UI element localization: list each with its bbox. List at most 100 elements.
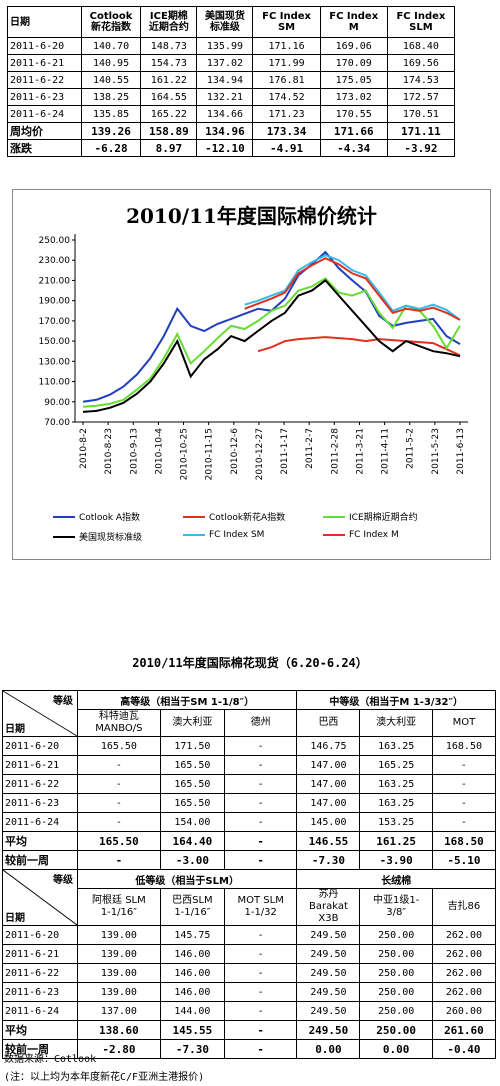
value-cell: - [223, 793, 298, 813]
value-cell: 158.89 [140, 122, 198, 140]
date-cell: 2011-6-21 [7, 54, 82, 72]
value-cell: 168.40 [386, 37, 456, 55]
y-tick-label: 150.00 [39, 337, 71, 347]
column-header: 苏丹 Barakat X3B [296, 888, 361, 926]
value-cell: 174.53 [386, 71, 456, 89]
x-tick-label: 2011-5-2 [406, 428, 416, 469]
value-cell: 176.81 [252, 71, 321, 89]
price-chart: 2010/11年度国际棉价统计 70.00 90.00 110.00 130.00 15… [12, 189, 491, 560]
value-cell: -4.91 [252, 139, 321, 157]
value-cell: - [223, 925, 298, 945]
legend-swatch [53, 535, 75, 538]
corner-date-label: 日期 [5, 724, 25, 735]
value-cell: 168.50 [431, 831, 497, 851]
y-tick-label: 250.00 [39, 236, 71, 246]
x-tick-label: 2010-10-4 [154, 428, 164, 475]
value-cell: 146.00 [159, 944, 226, 964]
value-cell: 8.97 [140, 139, 198, 157]
column-header: Cotlook 新花指数 [80, 6, 142, 38]
legend-swatch [183, 515, 205, 518]
x-tick-label: 2011-1-17 [280, 428, 290, 475]
date-cell: 2011-6-22 [2, 963, 78, 983]
value-cell: 138.60 [77, 1020, 161, 1040]
value-cell: 171.11 [386, 122, 456, 140]
column-header: MOT [431, 709, 497, 737]
chart-plot: 70.00 90.00 110.00 130.00 150.00 170.00 190.00… [39, 234, 468, 480]
value-cell: - [223, 850, 298, 870]
value-cell: 249.50 [296, 1020, 361, 1040]
legend-swatch [323, 515, 345, 518]
value-cell: 165.50 [77, 736, 161, 756]
value-cell: 165.50 [159, 774, 226, 794]
value-cell: 250.00 [359, 925, 433, 945]
date-cell: 2011-6-22 [2, 774, 78, 794]
value-cell: 146.00 [159, 982, 226, 1002]
value-cell: 139.00 [77, 925, 161, 945]
value-cell: 171.66 [319, 122, 388, 140]
weekly-index-table: 日期 Cotlook 新花指数 ICE期棉 近期合约 美国现货 标准级 FC Index… [7, 6, 456, 157]
value-cell: - [431, 755, 497, 775]
column-header: 巴西 [296, 709, 361, 737]
value-cell: 168.50 [431, 736, 497, 756]
y-tick-label: 110.00 [39, 378, 71, 388]
spot-table-title: 2010/11年度国际棉花现货（6.20-6.24） [132, 656, 368, 670]
table-row: 2011-6-23 139.00 146.00-249.50 250.00 262.00 [2, 982, 497, 1002]
value-cell: - [223, 982, 298, 1002]
corner-cell: 等级 日期 [2, 690, 78, 737]
column-header: 科特迪瓦 MANBO/S [77, 709, 161, 737]
value-cell: -6.28 [80, 139, 142, 157]
value-cell: 145.75 [159, 925, 226, 945]
value-cell: 148.73 [140, 37, 198, 55]
table-row: 2011-6-24 137.00 144.00-249.50 250.00 260.00 [2, 1001, 497, 1021]
legend-item: FC Index M [323, 530, 399, 540]
value-cell: 249.50 [296, 963, 361, 983]
value-cell: 165.22 [140, 105, 198, 123]
value-cell: 249.50 [296, 925, 361, 945]
value-cell: 249.50 [296, 1001, 361, 1021]
legend-item: FC Index SM [183, 530, 264, 540]
legend-item: Cotlook新花A指数 [183, 510, 285, 523]
value-cell: 249.50 [296, 982, 361, 1002]
value-cell: 139.26 [80, 122, 142, 140]
value-cell: 261.60 [431, 1020, 497, 1040]
value-cell: -3.90 [359, 850, 433, 870]
value-cell: 144.00 [159, 1001, 226, 1021]
column-header: 中亚1级1- 3/8″ [359, 888, 433, 926]
value-cell: 145.55 [159, 1020, 226, 1040]
series-line-1 [257, 336, 461, 357]
grade-group-header: 高等级（相当于SM 1-1/8″） [76, 690, 298, 710]
value-cell: - [223, 1001, 298, 1021]
value-cell: 173.02 [319, 88, 388, 106]
column-header: FC Index SM [252, 6, 321, 38]
change-row: 涨跌 -6.28 8.97 -12.10 -4.91 -4.34 -3.92 [7, 139, 456, 157]
legend-label: ICE期棉近期合约 [349, 513, 418, 523]
column-header-row: 阿根廷 SLM 1-1/16″ 巴西SLM 1-1/16″ MOT SLM 1-1/… [3, 888, 497, 926]
legend-label: Cotlook A指数 [79, 513, 141, 523]
value-cell: 165.25 [359, 755, 433, 775]
row-label: 平均 [2, 831, 78, 851]
footnote: (注：以上均为本年度新花C/F亚洲主港报价) [4, 1072, 205, 1083]
legend-item: ICE期棉近期合约 [323, 510, 418, 523]
series-line-5 [244, 257, 461, 321]
value-cell: 154.00 [159, 812, 226, 832]
value-cell: 135.85 [80, 105, 142, 123]
value-cell: - [223, 831, 298, 851]
grade-group-header: 中等级（相当于M 1-3/32″） [296, 690, 496, 710]
date-cell: 2011-6-20 [2, 736, 78, 756]
x-tick-label: 2011-3-21 [355, 428, 365, 475]
value-cell: - [77, 850, 161, 870]
value-cell: 262.00 [431, 944, 497, 964]
value-cell: 163.25 [359, 736, 433, 756]
value-cell: 249.50 [296, 944, 361, 964]
series-line-0 [82, 250, 461, 403]
value-cell: 164.55 [140, 88, 198, 106]
x-tick-label: 2010-12-6 [230, 428, 240, 475]
value-cell: 169.06 [319, 37, 388, 55]
grade-group-header: 低等级（相当于SLM） [76, 869, 298, 889]
table-row: 2011-6-20 140.70 148.73 135.99 171.16 169.06 1… [7, 37, 456, 55]
value-cell: 147.00 [296, 793, 361, 813]
value-cell: - [77, 774, 161, 794]
table-row: 2011-6-20 165.50 171.50-146.75 163.25 168.50 [2, 736, 497, 756]
value-cell: 161.25 [359, 831, 433, 851]
table-row: 2011-6-24 135.85 165.22 134.66 171.23 170.55 1… [7, 105, 456, 123]
